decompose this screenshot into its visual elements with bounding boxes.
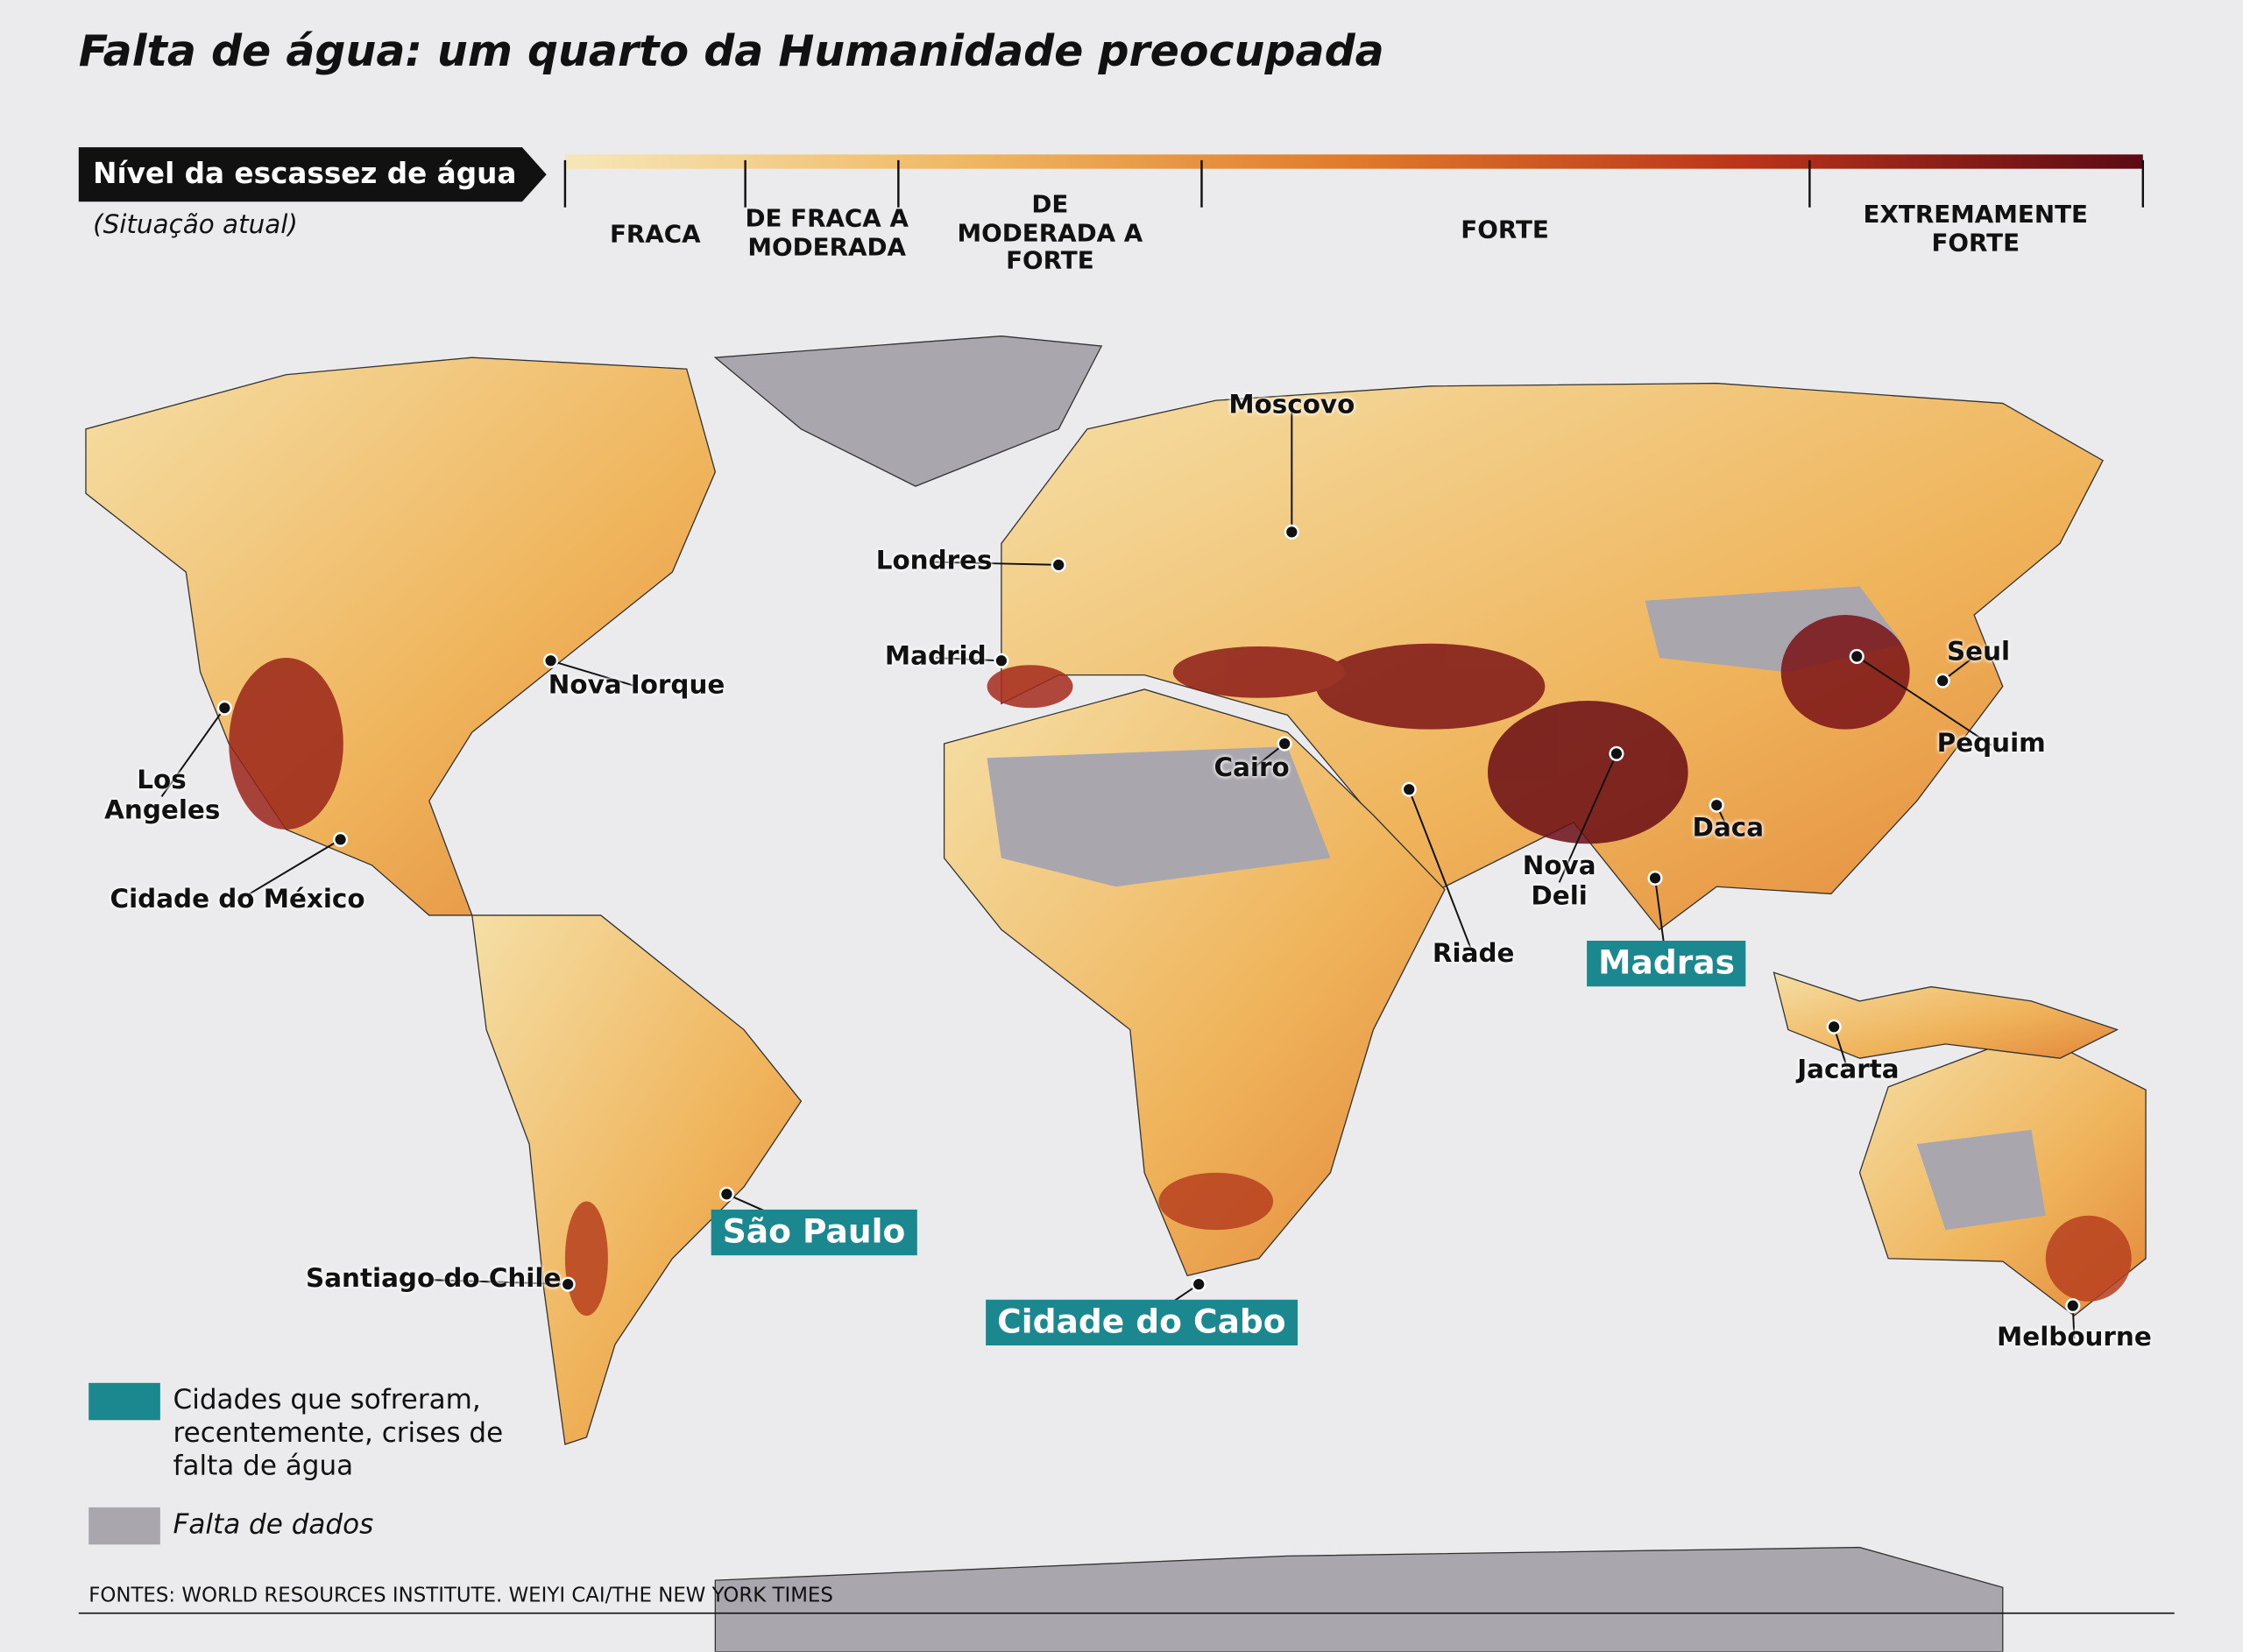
leader-line — [1833, 1026, 1850, 1072]
antarctica — [714, 1546, 2004, 1652]
level-label: DE FRACA A MODERADA — [745, 205, 909, 262]
scale-ticks — [563, 159, 2145, 208]
leader-line — [934, 561, 1059, 566]
legend-label-box — [78, 147, 547, 202]
city-dot — [1609, 745, 1624, 762]
title: Falta de água: um quarto da Humanidade p… — [78, 27, 1384, 78]
leader-lines — [160, 406, 2081, 1339]
city-dot — [1191, 1276, 1206, 1292]
city-label: Moscovo — [1228, 390, 1355, 420]
city-label: Cairo — [1213, 752, 1290, 784]
leader-line — [237, 838, 342, 902]
leader-line — [1558, 753, 1617, 883]
city-label: Seul — [1946, 637, 2011, 667]
legend-note: (Situação atual) — [93, 210, 298, 241]
level-label: DE MODERADA A FORTE — [957, 191, 1143, 276]
city-dot — [1849, 648, 1864, 664]
city-label: Nova Deli — [1522, 851, 1596, 912]
eurasia — [1001, 382, 2104, 931]
city-dot — [1051, 557, 1066, 573]
stress-hotspots — [229, 615, 2132, 1317]
crisis-city-label: Madras — [1587, 940, 1747, 987]
city-dot — [718, 1186, 734, 1202]
city-label: Madrid — [884, 641, 987, 672]
no-data-areas — [987, 586, 2046, 1231]
city-dot — [1284, 524, 1299, 540]
city-label: Londres — [875, 546, 993, 576]
source: FONTES: WORLD RESOURCES INSTITUTE. WEIYI… — [88, 1585, 833, 1608]
city-dot — [2065, 1298, 2081, 1314]
north-america — [85, 357, 717, 916]
level-label: FORTE — [1461, 215, 1549, 245]
leader-line — [1856, 655, 1992, 746]
leader-line — [1408, 788, 1475, 956]
city-dot — [1935, 673, 1950, 688]
continents — [85, 335, 2147, 1652]
key-no-data-label: Falta de dados — [173, 1508, 374, 1541]
city-dot — [216, 700, 232, 716]
city-dot — [1647, 870, 1663, 886]
city-dot — [333, 831, 349, 847]
city-label: Jacarta — [1797, 1055, 1900, 1085]
key-crisis-label: Cidades que sofreram, recentemente, cris… — [173, 1384, 504, 1481]
city-label: Cidade do México — [110, 885, 365, 915]
crisis-city-label: Cidade do Cabo — [986, 1299, 1298, 1346]
city-dot — [560, 1276, 576, 1292]
level-label: EXTREMAMENTE FORTE — [1863, 201, 2088, 258]
leader-line — [160, 707, 226, 797]
key-crisis-swatch — [88, 1382, 160, 1421]
city-label: Santiago do Chile — [306, 1263, 562, 1295]
city-label: Los Angeles — [104, 766, 221, 826]
city-label: Melbourne — [1997, 1322, 2152, 1352]
crisis-city-label: São Paulo — [711, 1209, 917, 1256]
key-no-data-swatch — [88, 1507, 160, 1545]
city-label: Pequim — [1936, 729, 2046, 759]
leader-line — [433, 1279, 569, 1286]
city-dot — [1401, 781, 1417, 797]
city-dot — [994, 653, 1009, 668]
greenland — [713, 335, 1103, 487]
city-dot — [1277, 736, 1292, 752]
leader-line — [935, 657, 1001, 662]
indonesia — [1772, 971, 2119, 1059]
city-label: Nova Iorque — [548, 670, 725, 701]
city-label: Riade — [1432, 939, 1515, 970]
city-dot — [1826, 1019, 1842, 1034]
city-dot — [1709, 797, 1724, 813]
city-label: Daca — [1692, 813, 1765, 844]
leader-line — [550, 660, 637, 688]
level-label: FRACA — [609, 220, 701, 250]
south-america — [471, 914, 803, 1445]
legend-label: Nível da escassez de água — [93, 155, 517, 191]
scale-bar — [564, 154, 2143, 169]
city-dot — [543, 653, 559, 668]
